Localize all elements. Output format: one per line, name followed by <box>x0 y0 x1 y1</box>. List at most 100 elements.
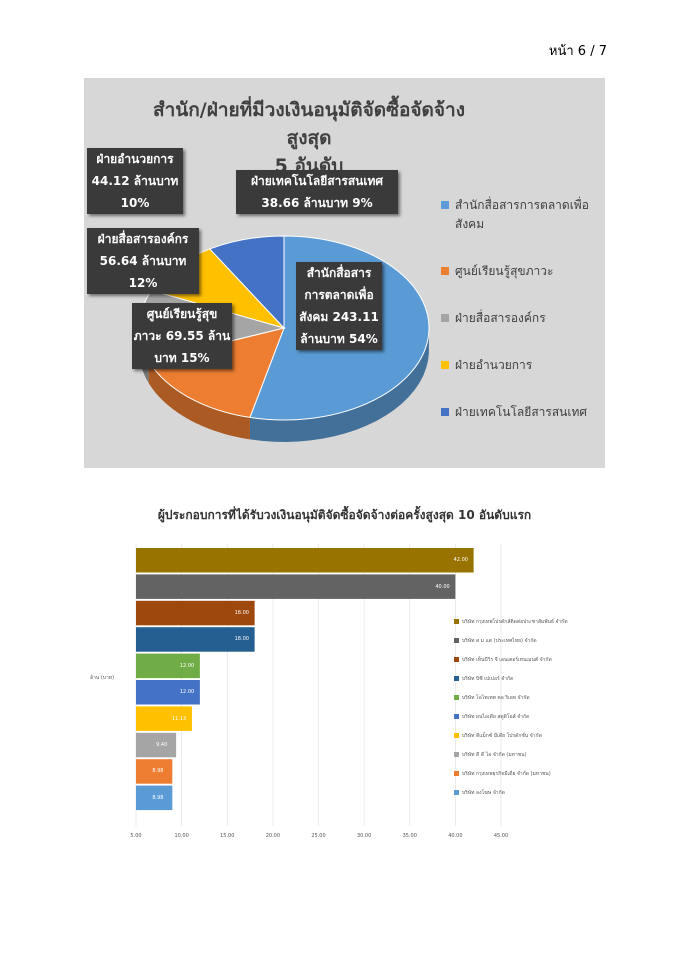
pie-legend-item: ฝ่ายสื่อสารองค์กร <box>441 309 596 328</box>
legend-swatch <box>454 771 459 776</box>
x-tick-label: 10.00 <box>174 833 189 839</box>
pie-legend-label: ฝ่ายสื่อสารองค์กร <box>455 311 546 325</box>
bar-legend-item: บริษัท ดี ดี ไอ จำกัด (มหาชน) <box>454 745 602 764</box>
legend-swatch <box>441 314 449 322</box>
legend-swatch <box>454 733 459 738</box>
pie-data-label: ศูนย์เรียนรู้สุขภาวะ 69.55 ล้านบาท 15% <box>132 303 232 369</box>
bar-legend-item: บริษัท โอไทเทพ คอ ริเอท จำกัด <box>454 688 602 707</box>
pie-chart-title-line1: สำนัก/ฝ่ายที่มีวงเงินอนุมัติจัดซื้อจัดจ้… <box>153 99 465 149</box>
bar-value-label: 42.00 <box>453 557 468 564</box>
bar-legend-item: บริษัท ดีแม็กซ์ มีเดีย โปรดักชั่น จำกัด <box>454 726 602 745</box>
bar-2 <box>136 600 255 626</box>
bar-legend-label: บริษัท ลงโฆษ จำกัด <box>462 789 505 796</box>
x-tick-label: 40.00 <box>448 833 463 839</box>
bar-legend-label: บริษัท บิซี เปเปอร์ จำกัด <box>462 675 514 682</box>
bar-legend-label: บริษัท เท็นบีวิร จี เอนเตอร์เทนเมนต์ จำก… <box>462 656 552 663</box>
bar-value-label: 18.00 <box>234 636 249 643</box>
page-number: หน้า 6 / 7 <box>548 44 607 59</box>
pie-legend-item: ฝ่ายเทคโนโลยีสารสนเทศ <box>441 403 596 422</box>
legend-swatch <box>441 201 449 209</box>
pie-chart-panel: สำนัก/ฝ่ายที่มีวงเงินอนุมัติจัดซื้อจัดจ้… <box>84 78 605 468</box>
bar-9 <box>136 785 173 811</box>
bar-value-label: 8.98 <box>152 768 164 775</box>
pie-data-label-line: บาท 15% <box>154 351 210 365</box>
bar-value-label: 18.00 <box>234 610 249 617</box>
pie-legend-label: สำนักสื่อสารการตลาดเพื่อสังคม <box>455 198 589 231</box>
bar-legend-item: บริษัท กรุงเทพโปรดักส์ติดต่อประชาสัมพันธ… <box>454 612 602 631</box>
bar-legend: บริษัท กรุงเทพโปรดักส์ติดต่อประชาสัมพันธ… <box>454 612 602 802</box>
pie-data-label-line: ฝ่ายสื่อสารองค์กร <box>97 232 189 246</box>
pie-slice-4 <box>208 235 285 330</box>
pie-data-label-line: 56.64 ล้านบาท <box>99 254 187 268</box>
bar-legend-item: บริษัท ส ม แต (ประเทศไทย) จำกัด <box>454 631 602 650</box>
x-tick-label: 35.00 <box>402 833 417 839</box>
bar-4 <box>136 653 200 679</box>
pie-slice-side <box>249 331 429 442</box>
bar-0 <box>136 548 474 573</box>
bar-value-label: 8.98 <box>152 794 164 801</box>
x-tick-label: 30.00 <box>356 833 372 839</box>
bar-chart-title: ผู้ประกอบการที่ได้รับวงเงินอนุมัติจัดซื้… <box>157 508 532 522</box>
bar-value-label: 9.40 <box>156 742 168 749</box>
pie-data-label: ฝ่ายอำนวยการ 44.12 ล้านบาท 10% <box>87 148 183 214</box>
bar-legend-label: บริษัท ผนไอเดีย สตูดิโอส์ จำกัด <box>462 713 530 720</box>
pie-legend-item: สำนักสื่อสารการตลาดเพื่อสังคม <box>441 196 596 234</box>
legend-swatch <box>454 657 459 662</box>
bar-legend-label: บริษัท โอไทเทพ คอ ริเอท จำกัด <box>462 694 530 701</box>
pie-data-label-line: สำนักสื่อสาร <box>306 266 372 280</box>
bar-value-label: 12.00 <box>179 662 195 669</box>
pie-legend-item: ฝ่ายอำนวยการ <box>441 356 596 375</box>
pie-data-label-line: ฝ่ายอำนวยการ <box>96 152 174 166</box>
bar-3 <box>136 627 255 652</box>
bar-6 <box>136 706 192 731</box>
bar-legend-item: บริษัท ผนไอเดีย สตูดิโอส์ จำกัด <box>454 707 602 726</box>
pie-slice-side <box>148 361 250 440</box>
bar-value-label: 40.00 <box>435 583 450 590</box>
bar-legend-label: บริษัท ส ม แต (ประเทศไทย) จำกัด <box>462 637 537 644</box>
legend-swatch <box>454 638 459 643</box>
bar-legend-label: บริษัท ดีแม็กซ์ มีเดีย โปรดักชั่น จำกัด <box>462 732 542 739</box>
pie-legend-item: ศูนย์เรียนรู้สุขภาวะ <box>441 262 596 281</box>
pie-data-label-line: สังคม 243.11 <box>299 310 379 324</box>
bar-7 <box>136 732 177 758</box>
legend-swatch <box>441 361 449 369</box>
bar-chart <box>135 544 502 826</box>
pie-data-label-line: 12% <box>128 276 158 290</box>
bar-value-label: 11.13 <box>171 715 187 722</box>
x-tick-label: 25.00 <box>311 833 326 839</box>
legend-swatch <box>454 619 459 624</box>
pie-data-label-line: 38.66 ล้านบาท 9% <box>261 196 373 210</box>
pie-legend-label: ฝ่ายเทคโนโลยีสารสนเทศ <box>455 405 587 419</box>
x-tick-label: 5.00 <box>130 833 142 839</box>
bar-legend-item: บริษัท กรุงเทพธุรกิจมีเดีย จำกัด (มหาชน) <box>454 764 602 783</box>
bar-legend-label: บริษัท ดี ดี ไอ จำกัด (มหาชน) <box>462 751 527 758</box>
x-tick-label: 45.00 <box>493 833 509 839</box>
legend-swatch <box>441 408 449 416</box>
pie-legend-label: ฝ่ายอำนวยการ <box>455 358 533 372</box>
bar-legend-label: บริษัท กรุงเทพโปรดักส์ติดต่อประชาสัมพันธ… <box>462 618 568 625</box>
bar-legend-item: บริษัท เท็นบีวิร จี เอนเตอร์เทนเมนต์ จำก… <box>454 650 602 669</box>
bar-legend-item: บริษัท ลงโฆษ จำกัด <box>454 783 602 802</box>
bar-8 <box>136 759 173 784</box>
bar-1 <box>136 574 456 599</box>
pie-legend: สำนักสื่อสารการตลาดเพื่อสังคมศูนย์เรียนร… <box>441 196 596 450</box>
pie-data-label-line: ล้านบาท 54% <box>300 332 378 346</box>
pie-data-label-line: 10% <box>120 196 150 210</box>
pie-data-label-line: การตลาดเพื่อ <box>304 288 374 302</box>
bar-legend-item: บริษัท บิซี เปเปอร์ จำกัด <box>454 669 602 688</box>
x-tick-label: 15.00 <box>220 833 235 839</box>
x-tick-label: 20.00 <box>265 833 281 839</box>
legend-swatch <box>454 752 459 757</box>
bar-chart-panel: ผู้ประกอบการที่ได้รับวงเงินอนุมัติจัดซื้… <box>84 496 605 850</box>
pie-data-label: สำนักสื่อสารการตลาดเพื่อสังคม 243.11 ล้าน… <box>296 262 382 350</box>
pie-data-label: ฝ่ายสื่อสารองค์กร 56.64 ล้านบาท 12% <box>87 228 199 294</box>
bar-5 <box>136 680 200 705</box>
pie-data-label: ฝ่ายเทคโนโลยีสารสนเทศ 38.66 ล้านบาท 9% <box>236 170 398 214</box>
bar-chart-ylabel: ล้าน (บาท) <box>90 675 115 681</box>
pie-data-label-line: 44.12 ล้านบาท <box>91 174 179 188</box>
legend-swatch <box>454 714 459 719</box>
legend-swatch <box>454 790 459 795</box>
legend-swatch <box>454 676 459 681</box>
pie-data-label-line: ภาวะ 69.55 ล้าน <box>133 329 231 343</box>
pie-data-label-line: ศูนย์เรียนรู้สุข <box>146 307 218 321</box>
